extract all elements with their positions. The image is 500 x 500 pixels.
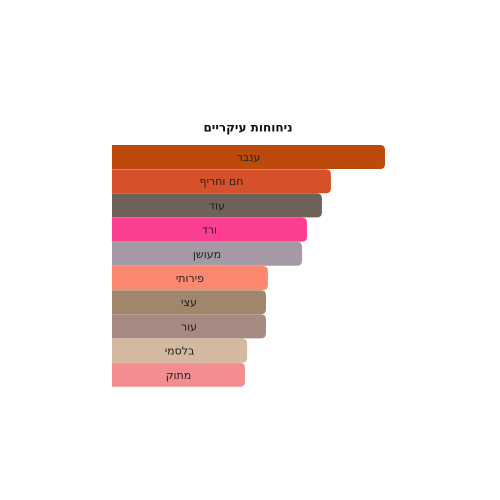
bar [112, 362, 245, 387]
bar-label: פירותי [176, 272, 204, 285]
bar-label: ורד [202, 224, 217, 237]
bar [112, 241, 303, 266]
chart-title: ניחוחות עיקריים [203, 121, 292, 135]
bar-label: חם וחריף [200, 175, 244, 188]
bar-label: ענבר [237, 151, 261, 164]
bar-label: עור [181, 320, 197, 333]
bar [112, 290, 266, 315]
bar-label: עוד [209, 199, 225, 212]
bar-label: בלסמי [165, 345, 195, 358]
bar [112, 314, 266, 339]
bar-label: מתוק [166, 369, 192, 382]
bar-label: מעושן [193, 248, 221, 261]
bar [112, 338, 248, 363]
bar [112, 266, 268, 290]
bar [112, 217, 307, 242]
bar [112, 193, 322, 218]
bar [112, 169, 331, 194]
bar [112, 145, 385, 169]
bar-label: עצי [181, 296, 197, 309]
